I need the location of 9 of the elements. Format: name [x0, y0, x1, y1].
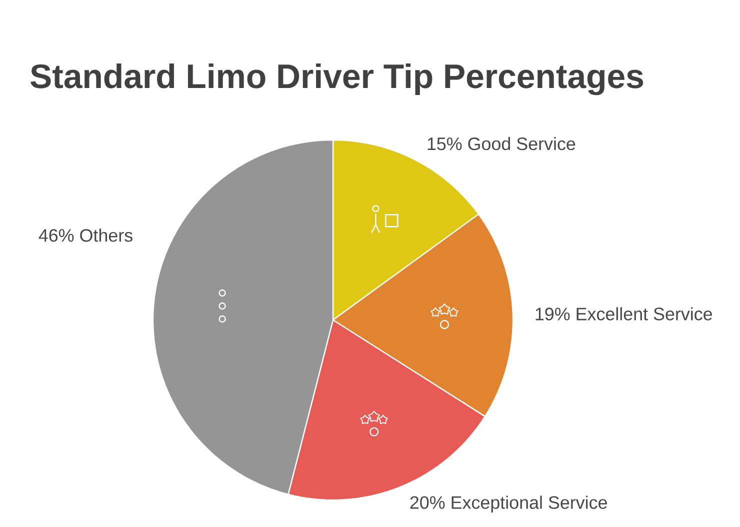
data-label: 46% — [38, 229, 74, 242]
data-label: 19% — [536, 308, 570, 320]
chart-title: Standard Limo Driver Tip Percentages — [30, 63, 644, 96]
slice-label: Exceptional Service — [452, 496, 607, 512]
data-label: 20% — [410, 496, 445, 509]
slice-label: Others — [80, 228, 132, 242]
slice-label: Excellent Service — [576, 307, 712, 320]
data-label: 15% — [428, 138, 462, 150]
slice-label: Good Service — [468, 137, 576, 150]
